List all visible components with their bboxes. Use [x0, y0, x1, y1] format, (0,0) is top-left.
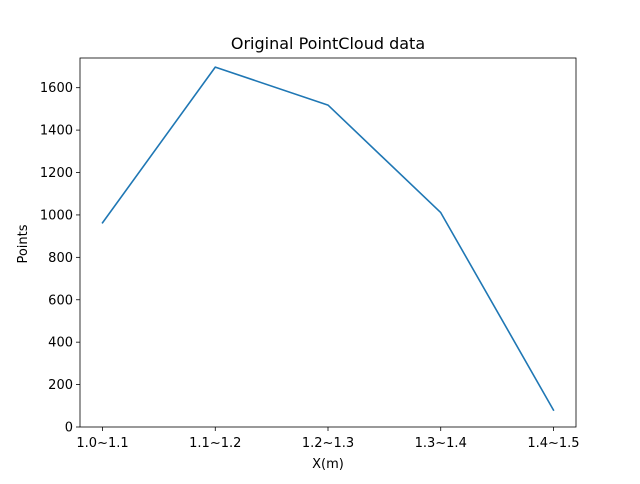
y-tick-label: 1400	[40, 124, 73, 139]
axes-frame	[79, 57, 577, 428]
y-tick-label: 800	[48, 251, 73, 266]
x-tick-label: 1.4~1.5	[527, 436, 579, 451]
x-tick-label: 1.1~1.2	[189, 436, 241, 451]
y-tick-label: 0	[65, 421, 73, 436]
x-axis-label: X(m)	[312, 457, 344, 472]
x-tick-label: 1.2~1.3	[302, 436, 354, 451]
y-tick-label: 1000	[40, 208, 73, 223]
chart-title: Original PointCloud data	[231, 34, 425, 53]
series-line	[101, 66, 555, 412]
plot-area: 0 200 400 600 800 1000 1200 1400 1600 1.0~1.1 1.1~…	[40, 57, 580, 451]
y-tick-label: 200	[48, 378, 73, 393]
y-tick-label: 600	[48, 293, 73, 308]
y-tick-label: 1600	[40, 81, 73, 96]
y-tick-label: 400	[48, 336, 73, 351]
y-axis-label: Points	[16, 224, 31, 263]
y-tick-label: 1200	[40, 166, 73, 181]
x-tick-label: 1.3~1.4	[415, 436, 467, 451]
x-tick-label: 1.0~1.1	[76, 436, 128, 451]
